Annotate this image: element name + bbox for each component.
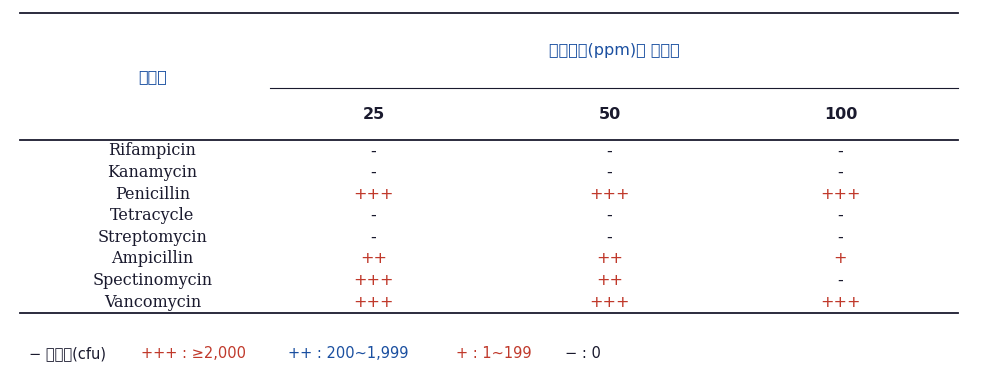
Text: Ampicillin: Ampicillin	[111, 250, 194, 268]
Text: -: -	[838, 230, 843, 245]
Text: 25: 25	[363, 107, 384, 122]
Text: +++: +++	[589, 295, 630, 310]
Text: +++: +++	[353, 187, 394, 202]
Text: +++: +++	[353, 273, 394, 288]
Text: -: -	[838, 273, 843, 288]
Text: -: -	[838, 165, 843, 180]
Text: 항생제: 항생제	[138, 69, 167, 84]
Text: -: -	[371, 144, 376, 159]
Text: ++ : 200~1,999: ++ : 200~1,999	[288, 346, 418, 361]
Text: +++: +++	[353, 295, 394, 310]
Text: Kanamycin: Kanamycin	[107, 164, 198, 181]
Text: +++: +++	[820, 187, 861, 202]
Text: -: -	[838, 208, 843, 223]
Text: Vancomycin: Vancomycin	[104, 294, 201, 311]
Text: +++: +++	[589, 187, 630, 202]
Text: − 균체수(cfu): − 균체수(cfu)	[29, 346, 116, 361]
Text: ++: ++	[360, 252, 387, 266]
Text: 50: 50	[599, 107, 620, 122]
Text: -: -	[371, 230, 376, 245]
Text: -: -	[607, 230, 612, 245]
Text: +++: +++	[820, 295, 861, 310]
Text: -: -	[371, 165, 376, 180]
Text: -: -	[607, 165, 612, 180]
Text: ++: ++	[596, 273, 623, 288]
Text: -: -	[607, 144, 612, 159]
Text: -: -	[371, 208, 376, 223]
Text: +: +	[834, 252, 847, 266]
Text: +++ : ≥2,000: +++ : ≥2,000	[141, 346, 255, 361]
Text: − : 0: − : 0	[565, 346, 601, 361]
Text: -: -	[607, 208, 612, 223]
Text: ++: ++	[596, 252, 623, 266]
Text: Streptomycin: Streptomycin	[97, 229, 207, 246]
Text: 처리농도(ppm)별 균생육: 처리농도(ppm)별 균생육	[549, 43, 680, 58]
Text: Tetracycle: Tetracycle	[110, 207, 195, 224]
Text: Rifampicin: Rifampicin	[108, 142, 197, 159]
Text: Penicillin: Penicillin	[115, 185, 190, 203]
Text: + : 1~199: + : 1~199	[455, 346, 541, 361]
Text: -: -	[838, 144, 843, 159]
Text: Spectinomycin: Spectinomycin	[92, 272, 212, 289]
Text: 100: 100	[824, 107, 857, 122]
